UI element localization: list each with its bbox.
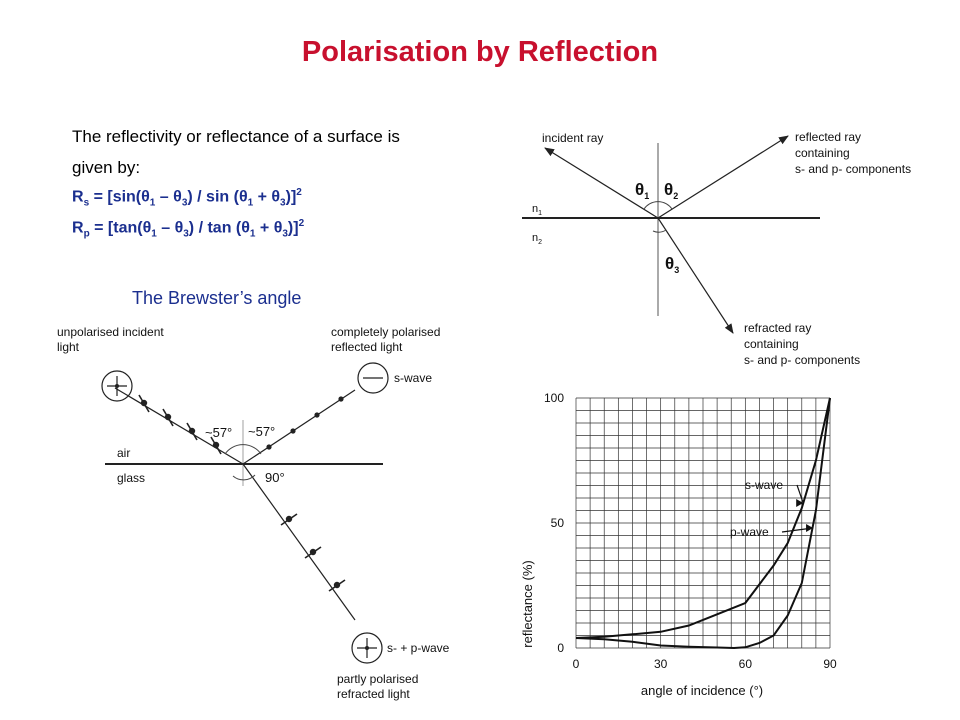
x-tick-label: 30 bbox=[654, 657, 668, 671]
series-pointer bbox=[796, 484, 804, 504]
chart-grid bbox=[575, 397, 831, 649]
refracted-ray bbox=[657, 217, 734, 334]
unpolarised-symbol-icon bbox=[101, 370, 133, 402]
refracted-ray bbox=[242, 463, 356, 621]
formula-rp: Rp = [tan(θ1 – θ3) / tan (θ1 + θ3)]2 bbox=[72, 218, 305, 240]
refracted-field-markers bbox=[280, 513, 346, 592]
label-unpolarised-1: unpolarised incident bbox=[57, 325, 164, 339]
label-air: air bbox=[117, 446, 130, 460]
chart-series: s-wave p-wave bbox=[575, 397, 831, 650]
label-refracted-3: s- and p- components bbox=[744, 353, 860, 367]
intro-line-1: The reflectivity or reflectance of a sur… bbox=[72, 127, 400, 146]
slide-title: Polarisation by Reflection bbox=[301, 36, 659, 68]
label-polarised-1: completely polarised bbox=[331, 325, 440, 339]
intro-line-2: given by: bbox=[72, 158, 141, 177]
series-label-p-wave: p-wave bbox=[730, 525, 769, 539]
reflected-ray bbox=[657, 135, 789, 219]
series-pointer-head bbox=[796, 499, 804, 507]
label-s-wave: s-wave bbox=[394, 371, 432, 385]
label-n2: n2 bbox=[532, 232, 542, 246]
x-tick-label: 60 bbox=[739, 657, 753, 671]
label-partly-2: refracted light bbox=[337, 687, 410, 701]
x-tick-label: 0 bbox=[573, 657, 580, 671]
label-polarised-2: reflected light bbox=[331, 340, 403, 354]
s-wave-symbol-icon bbox=[357, 362, 389, 394]
incident-ray bbox=[544, 147, 659, 219]
incident-field-markers bbox=[138, 394, 222, 455]
label-angle-90: 90° bbox=[265, 470, 285, 485]
label-reflected-2: containing bbox=[795, 146, 850, 160]
series-pointer-head bbox=[806, 524, 814, 532]
label-angle-right: ~57° bbox=[248, 424, 275, 439]
label-incident-ray: incident ray bbox=[542, 131, 603, 145]
y-tick-label: 100 bbox=[544, 391, 564, 405]
brewster-diagram: unpolarised incident light completely po… bbox=[57, 325, 450, 701]
label-reflected-1: reflected ray bbox=[795, 130, 861, 144]
reflected-ray bbox=[242, 389, 356, 465]
label-reflected-3: s- and p- components bbox=[795, 162, 911, 176]
reflectance-chart: s-wave p-wave 0 30 60 90 0 50 100 reflectance (… bbox=[520, 391, 837, 698]
reflected-field-markers bbox=[266, 396, 344, 450]
label-n1: n1 bbox=[532, 203, 542, 217]
incident-ray bbox=[114, 387, 244, 465]
label-angle-left: ~57° bbox=[205, 425, 232, 440]
series-line-s-wave bbox=[575, 397, 831, 639]
label-partly-1: partly polarised bbox=[337, 672, 418, 686]
y-tick-label: 0 bbox=[557, 641, 564, 655]
x-axis-label: angle of incidence (°) bbox=[641, 683, 763, 698]
y-tick-label: 50 bbox=[551, 516, 565, 530]
series-line-p-wave bbox=[575, 397, 831, 650]
label-glass: glass bbox=[117, 471, 145, 485]
refraction-diagram: incident ray reflected ray containing s-… bbox=[522, 130, 911, 367]
label-theta-2: θ2 bbox=[664, 180, 678, 201]
formula-rs: Rs = [sin(θ1 – θ3) / sin (θ1 + θ3)]2 bbox=[72, 187, 302, 209]
sp-wave-symbol-icon bbox=[351, 632, 383, 664]
brewster-caption: The Brewster’s angle bbox=[132, 288, 302, 308]
x-tick-label: 90 bbox=[823, 657, 837, 671]
label-refracted-2: containing bbox=[744, 337, 799, 351]
label-unpolarised-2: light bbox=[57, 340, 80, 354]
chart-ticks: 0 30 60 90 0 50 100 bbox=[544, 391, 837, 671]
label-sp-wave: s- + p-wave bbox=[387, 641, 450, 655]
y-axis-label: reflectance (%) bbox=[520, 560, 535, 647]
label-theta-1: θ1 bbox=[635, 180, 649, 201]
series-label-s-wave: s-wave bbox=[745, 478, 783, 492]
label-theta-3: θ3 bbox=[665, 254, 679, 275]
label-refracted-1: refracted ray bbox=[744, 321, 811, 335]
